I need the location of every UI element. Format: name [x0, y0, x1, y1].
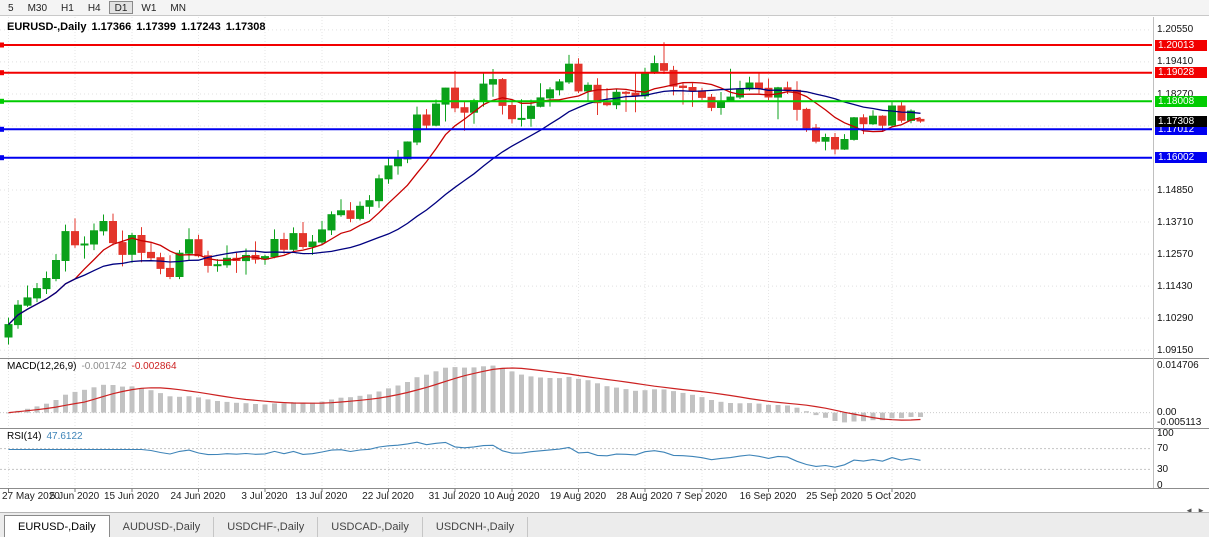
chart-tab-usdchf[interactable]: USDCHF-,Daily: [214, 517, 319, 537]
price-grid-label: 1.09150: [1157, 344, 1194, 356]
date-label: 3 Jul 2020: [241, 491, 288, 502]
current-price-label: 1.17308: [1155, 115, 1207, 127]
price-grid-label: 1.18270: [1157, 88, 1194, 100]
macd-pane: [0, 365, 1152, 423]
macd-label: MACD(12,26,9) -0.001742 -0.002864: [7, 361, 182, 372]
rsi-axis-label: 100: [1157, 427, 1174, 439]
price-grid-label: 1.12570: [1157, 248, 1194, 260]
timeframe-button-5[interactable]: 5: [8, 3, 14, 14]
hline-price-label: 1.16002: [1155, 152, 1207, 164]
date-label: 5 Oct 2020: [867, 491, 916, 502]
price-grid-label: 1.20550: [1157, 24, 1194, 36]
price-grid-label: 1.19410: [1157, 56, 1194, 68]
date-label: 10 Aug 2020: [483, 491, 540, 502]
tab-scroll-right-icon[interactable]: ►: [1197, 506, 1205, 515]
hline-objects-layer: [0, 42, 1152, 161]
chart-tab-bar: EURUSD-,Daily AUDUSD-,Daily USDCHF-,Daily U…: [0, 512, 1209, 537]
frame-layer: [0, 17, 1209, 492]
price-grid-label: 1.10290: [1157, 312, 1194, 324]
rsi-axis-label: 70: [1157, 443, 1169, 455]
ma-21-line: [8, 87, 921, 326]
ohlc-high: 1.17399: [136, 21, 176, 33]
date-label: 28 Aug 2020: [616, 491, 673, 502]
timeframe-toolbar: 5 M30 H1 H4 D1 W1 MN: [0, 0, 1209, 16]
rsi-pane: [0, 441, 1152, 470]
price-axis[interactable]: 1.20550 1.19410 1.18270 1.14850 1.13710 1.125…: [1154, 17, 1209, 505]
symbol-period-label: EURUSD-,Daily: [7, 21, 87, 33]
hline-price-label: 1.20013: [1155, 39, 1207, 51]
price-grid-label: 1.11430: [1157, 280, 1193, 292]
price-grid-label: 1.14850: [1157, 184, 1194, 196]
timeframe-button-mn[interactable]: MN: [170, 3, 186, 14]
timeframe-button-w1[interactable]: W1: [141, 3, 157, 14]
rsi-label: RSI(14) 47.6122: [7, 431, 88, 442]
date-axis[interactable]: 27 May 2020 5 Jun 2020 15 Jun 2020 24 Jun 2…: [0, 489, 1154, 505]
timeframe-button-h4[interactable]: H4: [87, 3, 101, 14]
hline-price-label: 1.17012: [1155, 123, 1207, 135]
chart-title: EURUSD-,Daily 1.17366 1.17399 1.17243 1.1730…: [7, 21, 271, 33]
date-label: 27 May 2020: [2, 491, 60, 502]
date-label: 25 Sep 2020: [806, 491, 863, 502]
date-label: 24 Jun 2020: [170, 491, 226, 502]
hline-price-label: 1.19028: [1155, 67, 1207, 79]
chart-tab-usdcad[interactable]: USDCAD-,Daily: [318, 517, 423, 537]
tab-scroll-left-icon[interactable]: ◄: [1185, 506, 1194, 515]
rsi-name: RSI(14): [7, 431, 42, 442]
macd-name: MACD(12,26,9): [7, 361, 77, 372]
macd-axis-label: -0.005113: [1157, 416, 1202, 428]
date-label: 5 Jun 2020: [49, 491, 100, 502]
macd-signal-line: [8, 367, 921, 421]
rsi-axis-label: 30: [1157, 463, 1169, 475]
ma-8-line: [8, 81, 921, 326]
hline-price-label: 1.18008: [1155, 95, 1207, 107]
price-grid-label: 1.13710: [1157, 216, 1194, 228]
ohlc-close: 1.17308: [225, 21, 266, 33]
macd-axis-label: 0.014706: [1157, 360, 1199, 372]
timeframe-button-h1[interactable]: H1: [61, 3, 74, 14]
date-label: 13 Jul 2020: [295, 491, 348, 502]
macd-axis-label: 0.00: [1157, 407, 1177, 419]
timeframe-button-d1[interactable]: D1: [108, 1, 134, 14]
chart-tab-eurusd[interactable]: EURUSD-,Daily: [4, 515, 110, 537]
rsi-axis-label: 0: [1157, 479, 1163, 491]
date-label: 19 Aug 2020: [549, 491, 607, 502]
rsi-value: 47.6122: [46, 431, 83, 442]
tab-scroll-buttons: ◄ ►: [1185, 506, 1205, 515]
timeframe-button-m30[interactable]: M30: [27, 3, 48, 14]
rsi-line: [8, 441, 921, 468]
macd-signal-value: -0.002864: [131, 361, 177, 372]
chart-tab-audusd[interactable]: AUDUSD-,Daily: [110, 517, 215, 537]
date-label: 31 Jul 2020: [428, 491, 481, 502]
moving-averages-layer: [8, 81, 921, 326]
date-label: 7 Sep 2020: [675, 491, 728, 502]
ohlc-low: 1.17243: [181, 21, 221, 33]
ohlc-open: 1.17366: [91, 21, 132, 33]
date-label: 16 Sep 2020: [739, 491, 797, 502]
date-label: 15 Jun 2020: [103, 491, 160, 502]
date-label: 22 Jul 2020: [362, 491, 414, 502]
macd-main-value: -0.001742: [81, 361, 127, 372]
price-chart-canvas[interactable]: [0, 17, 1209, 505]
candlestick-series: [4, 42, 925, 345]
chart-tab-usdcnh[interactable]: USDCNH-,Daily: [423, 517, 529, 537]
